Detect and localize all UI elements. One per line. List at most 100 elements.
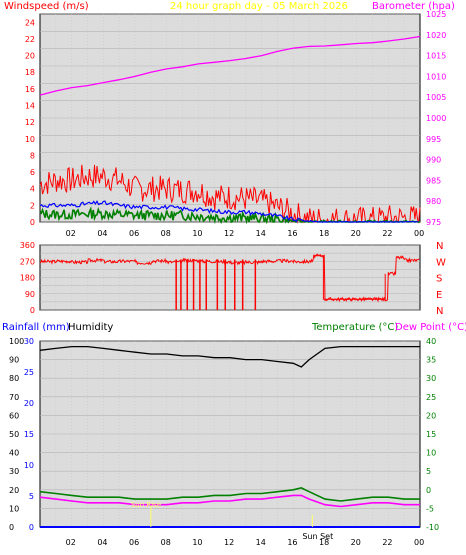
rainfall-title: Rainfall (mm) xyxy=(2,322,70,333)
humidity-y-tick-label: 10 xyxy=(9,504,19,513)
temp-x-tick-label: 10 xyxy=(192,538,202,547)
temp-x-tick-label: 14 xyxy=(256,538,266,547)
baro-y-tick-label: 1015 xyxy=(426,52,446,61)
baro-y-tick-label: 1005 xyxy=(426,93,446,102)
temp-y-tick-label: 0 xyxy=(426,486,431,495)
baro-y-tick-label: 980 xyxy=(426,197,441,206)
humidity-y-tick-label: 90 xyxy=(9,356,19,365)
wind-y-tick-label: 10 xyxy=(25,135,35,144)
baro-y-tick-label: 1010 xyxy=(426,72,446,81)
wind-x-tick-label: 22 xyxy=(382,229,392,238)
temp-y-tick-label: 20 xyxy=(426,411,436,420)
rain-y-tick-label: 25 xyxy=(24,368,34,377)
humidity-y-tick-label: 20 xyxy=(9,486,19,495)
windspeed-title: Windspeed (m/s) xyxy=(4,1,89,12)
rain-y-tick-label: 20 xyxy=(24,399,34,408)
wind-y-tick-label: 22 xyxy=(25,35,35,44)
humidity-y-tick-label: 50 xyxy=(9,430,19,439)
wind-x-tick-label: 10 xyxy=(192,229,202,238)
temp-x-tick-label: 18 xyxy=(319,538,329,547)
temp-y-tick-label: 10 xyxy=(426,449,436,458)
wind-average-series-line xyxy=(39,200,419,223)
baro-y-tick-label: 995 xyxy=(426,135,441,144)
temp-x-tick-label: 06 xyxy=(129,538,139,547)
dir-y-tick-label: 360 xyxy=(20,241,35,250)
wind-y-tick-label: 8 xyxy=(30,151,35,160)
wind-x-tick-label: 14 xyxy=(256,229,266,238)
wind-x-tick-label: 08 xyxy=(161,229,171,238)
temp-y-tick-label: -5 xyxy=(426,504,434,513)
humidity-series-line xyxy=(39,345,420,368)
temp-y-tick-label: -10 xyxy=(426,523,439,532)
humidity-y-tick-label: 100 xyxy=(9,337,24,346)
wind-y-tick-label: 24 xyxy=(25,18,35,27)
dir-y-tick-label: 90 xyxy=(25,290,35,299)
wind-y-tick-label: 6 xyxy=(30,168,35,177)
wind-x-tick-label: 06 xyxy=(129,229,139,238)
baro-y-tick-label: 1000 xyxy=(426,114,446,123)
compass-label: N xyxy=(436,241,443,252)
wind-x-tick-label: 12 xyxy=(224,229,234,238)
rain-y-tick-label: 5 xyxy=(29,492,34,501)
wind-x-tick-label: 16 xyxy=(287,229,297,238)
wind-y-tick-label: 20 xyxy=(25,52,35,61)
temp-x-tick-label: 22 xyxy=(382,538,392,547)
humidity-y-tick-label: 40 xyxy=(9,449,19,458)
temp-y-tick-label: 25 xyxy=(426,393,436,402)
baro-y-tick-label: 985 xyxy=(426,176,441,185)
baro-y-tick-label: 1025 xyxy=(426,10,446,19)
wind-y-tick-label: 14 xyxy=(25,102,35,111)
temp-y-tick-label: 5 xyxy=(426,467,431,476)
wind-y-tick-label: 18 xyxy=(25,68,35,77)
compass-label: E xyxy=(436,290,442,301)
wind-y-tick-label: 4 xyxy=(30,185,35,194)
rain-y-tick-label: 0 xyxy=(29,523,34,532)
wind-y-tick-label: 2 xyxy=(30,201,35,210)
temp-y-tick-label: 15 xyxy=(426,430,436,439)
chart-layer: 0246810121416182022249759809859909951000… xyxy=(9,10,446,547)
temp-x-tick-label: 20 xyxy=(351,538,361,547)
wind-x-tick-label: 18 xyxy=(319,229,329,238)
wind-x-tick-label: 20 xyxy=(351,229,361,238)
rain-y-tick-label: 30 xyxy=(24,337,34,346)
baro-y-tick-label: 990 xyxy=(426,156,441,165)
temp-y-tick-label: 30 xyxy=(426,374,436,383)
baro-y-tick-label: 975 xyxy=(426,218,441,227)
dir-y-tick-label: 180 xyxy=(20,274,35,283)
wind-x-tick-label: 00 xyxy=(414,229,424,238)
compass-label: W xyxy=(436,257,446,268)
wind-x-tick-label: 02 xyxy=(66,229,76,238)
barometer-series-line xyxy=(39,35,421,96)
temperature-series-line xyxy=(39,487,420,502)
wind-y-tick-label: 16 xyxy=(25,85,35,94)
compass-label: N xyxy=(436,306,443,317)
wind-x-tick-label: 04 xyxy=(97,229,107,238)
wind-y-tick-label: 0 xyxy=(30,218,35,227)
humidity-y-tick-label: 80 xyxy=(9,374,19,383)
direction-step-line xyxy=(313,255,386,300)
baro-y-tick-label: 1020 xyxy=(426,31,446,40)
temperature-title: Temperature (°C) xyxy=(311,322,398,333)
temp-x-tick-label: 12 xyxy=(224,538,234,547)
graph-date-title: 24 hour graph day - 05 March 2026 xyxy=(170,1,348,12)
temp-x-tick-label: 04 xyxy=(97,538,107,547)
rain-y-tick-label: 15 xyxy=(24,430,34,439)
temp-x-tick-label: 08 xyxy=(161,538,171,547)
humidity-y-tick-label: 0 xyxy=(9,523,14,532)
rain-y-tick-label: 10 xyxy=(24,461,34,470)
humidity-y-tick-label: 70 xyxy=(9,393,19,402)
sunset-label: Sun Set xyxy=(302,532,333,541)
humidity-y-tick-label: 30 xyxy=(9,467,19,476)
dewpoint-title: Dew Point (°C) xyxy=(395,322,466,333)
temp-y-tick-label: 40 xyxy=(426,337,436,346)
humidity-title: Humidity xyxy=(68,322,113,333)
wind-y-tick-label: 12 xyxy=(25,118,35,127)
temp-x-tick-label: 16 xyxy=(287,538,297,547)
direction-series-line xyxy=(39,253,420,303)
compass-label: S xyxy=(436,274,442,285)
dir-y-tick-label: 0 xyxy=(30,306,35,315)
dewpoint-series-line xyxy=(39,494,420,508)
humidity-y-tick-label: 60 xyxy=(9,411,19,420)
